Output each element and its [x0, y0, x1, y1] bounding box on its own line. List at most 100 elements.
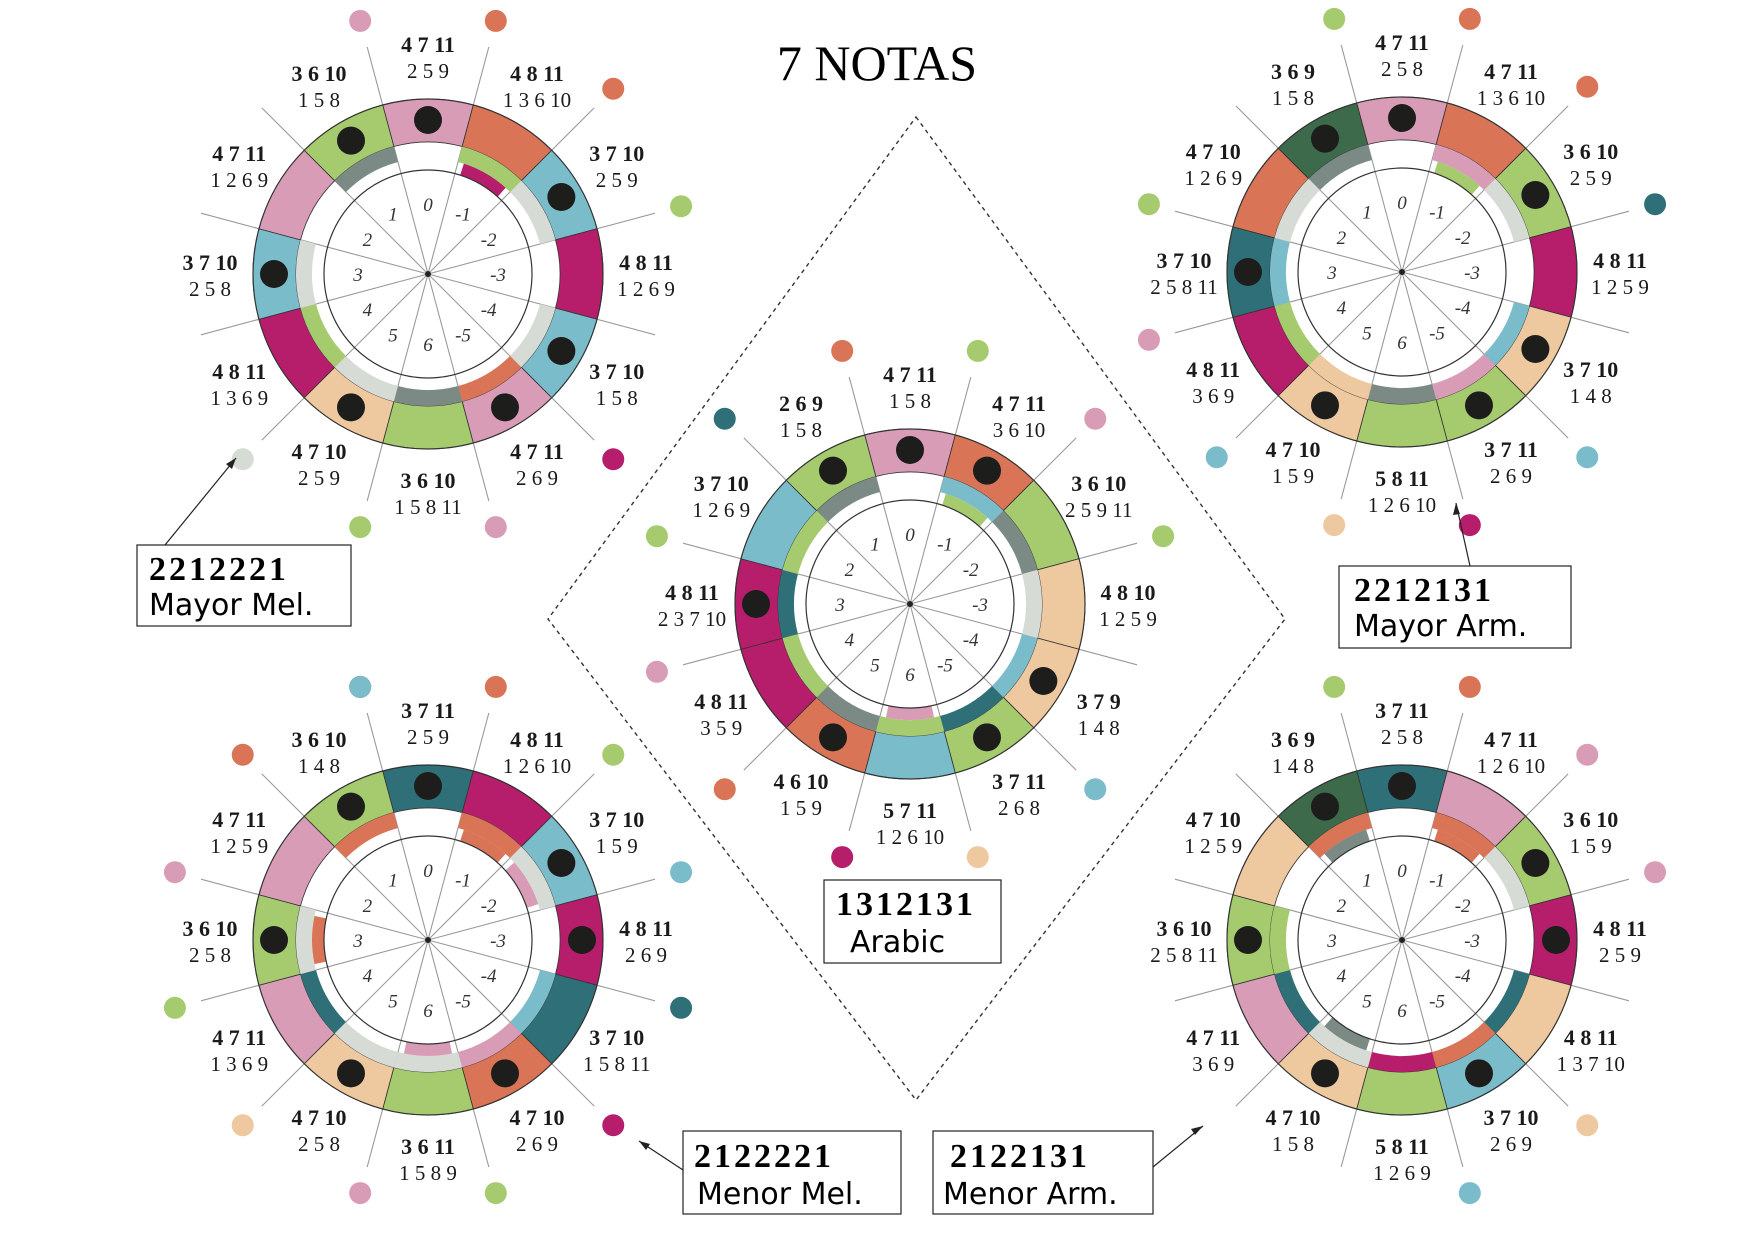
legend-color-dot [645, 525, 668, 548]
interval-number: -2 [481, 896, 497, 917]
sector-label-plain: 1 2 6 9 [617, 277, 675, 301]
middle-ring-sector [1308, 812, 1372, 858]
outer-circle [252, 764, 604, 1116]
legend-color-dot [602, 1114, 625, 1137]
inner-ring-sector [942, 493, 988, 527]
sector-label-plain: 2 5 8 [298, 1132, 340, 1156]
page-title: 7 NOTAS [777, 35, 977, 91]
sector-label-plain: 2 3 7 10 [658, 607, 726, 631]
middle-ring-sector [393, 386, 463, 406]
interval-number: -3 [1464, 263, 1480, 284]
sector-label: 4 7 102 6 9 [510, 1105, 565, 1156]
sector-label: 3 7 101 4 8 [1563, 357, 1618, 408]
middle-ring-sector [992, 510, 1038, 574]
scale-note-dot [568, 926, 596, 954]
interval-number: 1 [388, 204, 398, 225]
interval-number: -3 [972, 595, 988, 616]
legend-color-dot [1576, 743, 1599, 766]
sector-label-plain: 1 2 5 9 [1591, 275, 1649, 299]
sector-label-plain: 1 5 9 [780, 796, 822, 820]
scale-note-dot [414, 772, 442, 800]
middle-ring-sector [458, 812, 522, 858]
scale-note-dot [491, 1059, 519, 1088]
sector-label-plain: 2 5 9 [1599, 943, 1641, 967]
sector-label-plain: 2 5 8 [189, 943, 231, 967]
sector-label-plain: 1 5 8 9 [399, 1161, 457, 1185]
sector-label: 4 7 111 3 6 9 [210, 1025, 268, 1076]
legend-color-dot [831, 339, 854, 362]
middle-ring-sector [1270, 237, 1290, 307]
sector-label-bold: 4 7 11 [1186, 1025, 1240, 1050]
legend-color-dot [231, 743, 254, 766]
interval-number: -4 [1455, 966, 1471, 987]
pointer-arrow [164, 457, 237, 546]
scale-note-dot [742, 590, 770, 618]
interval-number: 6 [423, 1001, 433, 1022]
legend-color-dot [713, 778, 736, 801]
sector-label-bold: 4 8 11 [619, 916, 673, 941]
sector-label: 4 7 102 5 8 [292, 1105, 347, 1156]
scale-note-dot [1521, 335, 1550, 363]
sector-label-bold: 4 7 11 [212, 1025, 266, 1050]
interval-number: 3 [834, 595, 845, 616]
legend-color-dot [1137, 193, 1160, 216]
sector-label: 3 7 102 6 9 [1484, 1105, 1539, 1156]
inner-circle [805, 499, 1015, 709]
sector-label-bold: 3 7 11 [1484, 437, 1538, 462]
scale-code: 2122221 [694, 1138, 834, 1175]
sector-label-plain: 1 4 8 [1078, 716, 1120, 740]
scale-note-dot [260, 926, 288, 954]
sector-label-bold: 4 8 11 [619, 250, 673, 275]
outer-circle [1226, 96, 1578, 448]
interval-number: -1 [455, 204, 471, 225]
interval-number: 4 [1337, 966, 1347, 987]
sector-label-bold: 3 6 9 [1271, 59, 1315, 84]
scale-note-dot [337, 126, 365, 155]
arrowhead [1453, 503, 1460, 515]
sector-label: 4 8 112 5 9 [1593, 916, 1647, 967]
sector-label-bold: 4 8 11 [1593, 248, 1647, 273]
inner-ring-sector [312, 915, 327, 965]
sector-label-bold: 4 7 11 [1375, 30, 1429, 55]
middle-ring-sector [992, 634, 1038, 698]
interval-number: 5 [870, 656, 880, 677]
interval-number: -4 [481, 966, 497, 987]
sector-label-bold: 3 7 11 [1375, 698, 1429, 723]
sector-label-plain: 1 2 6 10 [1477, 754, 1545, 778]
center-point [1399, 269, 1405, 275]
sector-label: 4 8 113 6 9 [1186, 357, 1240, 408]
sector-label-plain: 1 2 6 10 [1368, 493, 1436, 517]
sector-label-bold: 4 7 10 [1186, 807, 1241, 832]
middle-ring-sector [393, 1052, 463, 1073]
legend-color-dot [1458, 1182, 1481, 1205]
sector-label: 3 7 112 5 8 [1375, 698, 1429, 749]
interval-number: 3 [352, 265, 363, 286]
interval-number: -5 [1429, 992, 1445, 1013]
floating-dots-layer [163, 7, 1667, 1205]
sector-label-plain: 2 5 9 [407, 725, 449, 749]
sector-label-plain: 1 2 6 9 [210, 168, 268, 192]
interval-number: 3 [1326, 263, 1337, 284]
sector-label-bold: 4 7 11 [212, 807, 266, 832]
sector-label: 4 7 111 5 8 [883, 362, 937, 413]
scale-note-dot [973, 456, 1001, 485]
sector-label-plain: 1 2 5 9 [1099, 607, 1157, 631]
interval-number: 0 [905, 525, 915, 546]
sector-label: 4 7 112 5 8 [1375, 30, 1429, 81]
interval-number: 5 [388, 992, 398, 1013]
interval-number: 6 [905, 665, 915, 686]
center-diamond [547, 115, 1286, 1102]
sector-label: 4 8 111 2 5 9 [1591, 248, 1649, 299]
sector-label: 3 7 101 2 6 9 [692, 471, 750, 522]
scale-note-dot [547, 337, 576, 365]
interval-number: 1 [1362, 202, 1372, 223]
legend-color-dot [602, 77, 625, 100]
sector-label-plain: 1 5 8 [889, 389, 931, 413]
sector-label-plain: 1 4 8 [1570, 384, 1612, 408]
sector-label: 2 6 91 5 8 [779, 391, 823, 442]
sector-label-bold: 3 7 9 [1077, 689, 1121, 714]
scale-note-dot [1521, 849, 1550, 877]
inner-ring-sector [885, 705, 935, 721]
sector-label: 4 7 112 5 9 [401, 32, 455, 83]
